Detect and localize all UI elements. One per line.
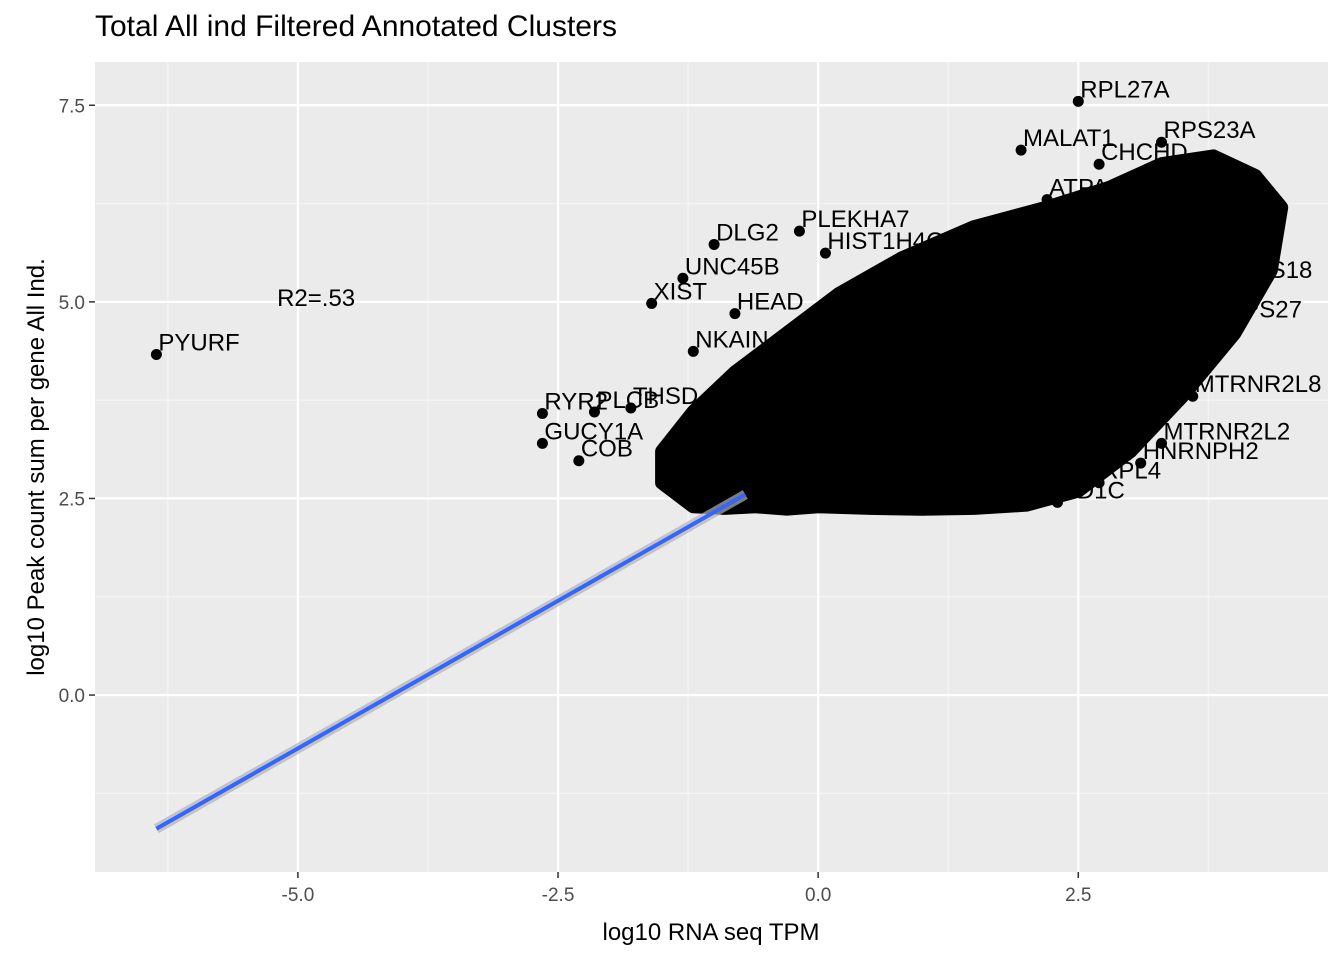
data-point (1156, 437, 1168, 449)
data-point (687, 345, 699, 357)
x-tick-label: 0.0 (805, 885, 831, 906)
data-point-label: GUCY1A (544, 418, 643, 445)
x-tick-label: 2.5 (1065, 885, 1091, 906)
data-point (573, 455, 585, 467)
data-point (1051, 496, 1063, 508)
data-point (729, 308, 741, 320)
data-point-label: ATPA (1049, 175, 1108, 202)
data-point (646, 297, 658, 309)
data-point-label: HIST1H4C (827, 228, 943, 255)
regression-layer (153, 490, 748, 834)
data-point-label: RPL27A (1080, 76, 1169, 103)
data-point-label: RPS27 (1226, 297, 1302, 324)
x-tick-label: -5.0 (282, 885, 315, 906)
dense-point-cloud (655, 149, 1289, 516)
data-point (625, 402, 637, 414)
data-point (1187, 390, 1199, 402)
data-point (1093, 158, 1105, 170)
chart-title: Total All ind Filtered Annotated Cluster… (95, 10, 617, 43)
data-point-label: RPS18 (1236, 257, 1312, 284)
data-point-label: HEAD (737, 289, 804, 316)
data-point-label: XIST (654, 278, 708, 305)
data-point (150, 349, 162, 361)
data-point (536, 408, 548, 420)
data-point-label: COB (581, 436, 633, 463)
data-point (793, 225, 805, 237)
data-point-label: RPL4 (1101, 458, 1161, 485)
data-point (1041, 194, 1053, 206)
data-point (708, 238, 720, 250)
data-point (588, 406, 600, 418)
data-point-label: HNRNPH2 (1143, 438, 1259, 465)
y-tick-label: 2.5 (59, 489, 85, 510)
data-point (677, 272, 689, 284)
regression-line (155, 492, 747, 831)
data-point (1135, 457, 1147, 469)
data-point (1228, 276, 1240, 288)
data-point (1093, 477, 1105, 489)
axis-layer: -5.0 -2.5 0.0 2.5 0.0 2.5 5.0 7.5 (59, 96, 1092, 906)
data-point (819, 247, 831, 259)
y-tick-label: 0.0 (59, 686, 85, 707)
data-point-label: MTRNR2L8 (1195, 371, 1322, 398)
data-point-label: MTRNR2L2 (1164, 418, 1291, 445)
dense-cloud-layer (655, 149, 1289, 516)
y-axis-title: log10 Peak count sum per gene All Ind. (23, 258, 50, 676)
data-point (1218, 316, 1230, 328)
data-point-label: DLG2 (716, 219, 779, 246)
data-point-label: THSD (633, 383, 698, 410)
data-point-label: RPS23A (1164, 117, 1256, 144)
data-point (536, 437, 548, 449)
data-point (1072, 95, 1084, 107)
data-point-label: PLEKHA7 (801, 206, 909, 233)
y-tick-label: 5.0 (59, 293, 85, 314)
y-tick-label: 7.5 (59, 96, 85, 117)
data-point-label: ND1C (1059, 477, 1124, 504)
data-point (1156, 136, 1168, 148)
data-point-label: CHCHD (1101, 139, 1188, 166)
r2-annotation: R2=.53 (277, 285, 355, 312)
data-point-label: PYURF (158, 330, 239, 357)
x-tick-label: -2.5 (542, 885, 575, 906)
data-point-label: MALAT1 (1023, 125, 1115, 152)
data-point (1015, 144, 1027, 156)
data-point-label: NKAIN (695, 326, 768, 353)
data-point-label: UNC45B (685, 253, 780, 280)
x-axis-title: log10 RNA seq TPM (603, 919, 820, 946)
